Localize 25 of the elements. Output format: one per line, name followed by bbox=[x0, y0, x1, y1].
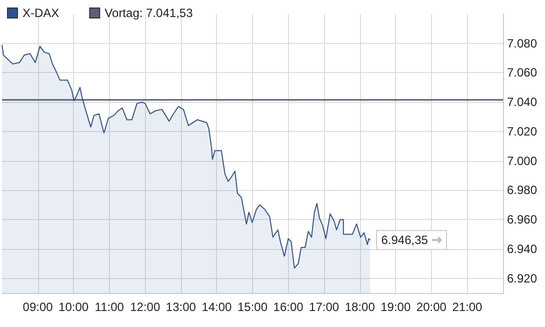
x-tick-label: 12:00 bbox=[130, 300, 160, 314]
x-tick-label: 17:00 bbox=[309, 300, 340, 314]
y-tick-label: 6.940 bbox=[507, 242, 538, 256]
x-tick-label: 13:00 bbox=[166, 300, 196, 314]
x-tick-label: 16:00 bbox=[273, 300, 304, 314]
x-tick-label: 19:00 bbox=[380, 300, 411, 314]
y-tick-label: 6.980 bbox=[507, 183, 538, 198]
x-tick-label: 09:00 bbox=[22, 300, 54, 314]
legend-label: X-DAX bbox=[22, 6, 60, 20]
annotation: 6.946,35 bbox=[381, 232, 428, 247]
y-tick-label: 6.920 bbox=[507, 271, 538, 286]
x-tick-label: 10:00 bbox=[58, 300, 89, 314]
x-tick-label: 18:00 bbox=[344, 300, 376, 314]
y-tick-label: 7.000 bbox=[507, 154, 538, 168]
x-tick-label: 14:00 bbox=[202, 300, 232, 314]
y-tick-label: 7.080 bbox=[507, 36, 538, 50]
x-tick-label: 11:00 bbox=[94, 300, 124, 314]
y-tick-label: 7.040 bbox=[507, 95, 538, 110]
y-tick-label: 7.060 bbox=[507, 66, 538, 80]
legend-label: Vortag: 7.041,53 bbox=[104, 6, 194, 20]
y-tick-label: 6.960 bbox=[507, 212, 538, 227]
x-tick-label: 21:00 bbox=[452, 300, 483, 314]
x-tick-label: 15:00 bbox=[237, 300, 268, 314]
y-tick-label: 7.020 bbox=[507, 124, 538, 138]
x-tick-label: 20:00 bbox=[416, 300, 447, 314]
